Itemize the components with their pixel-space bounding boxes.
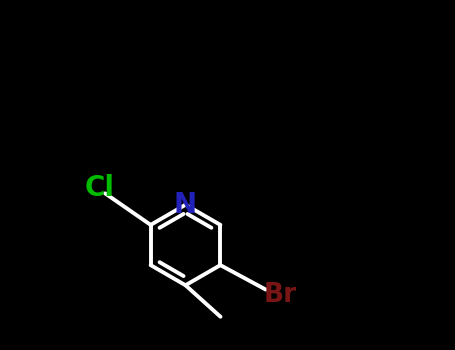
Text: Br: Br — [263, 282, 296, 308]
Text: N: N — [174, 191, 197, 219]
Text: Cl: Cl — [85, 174, 115, 202]
